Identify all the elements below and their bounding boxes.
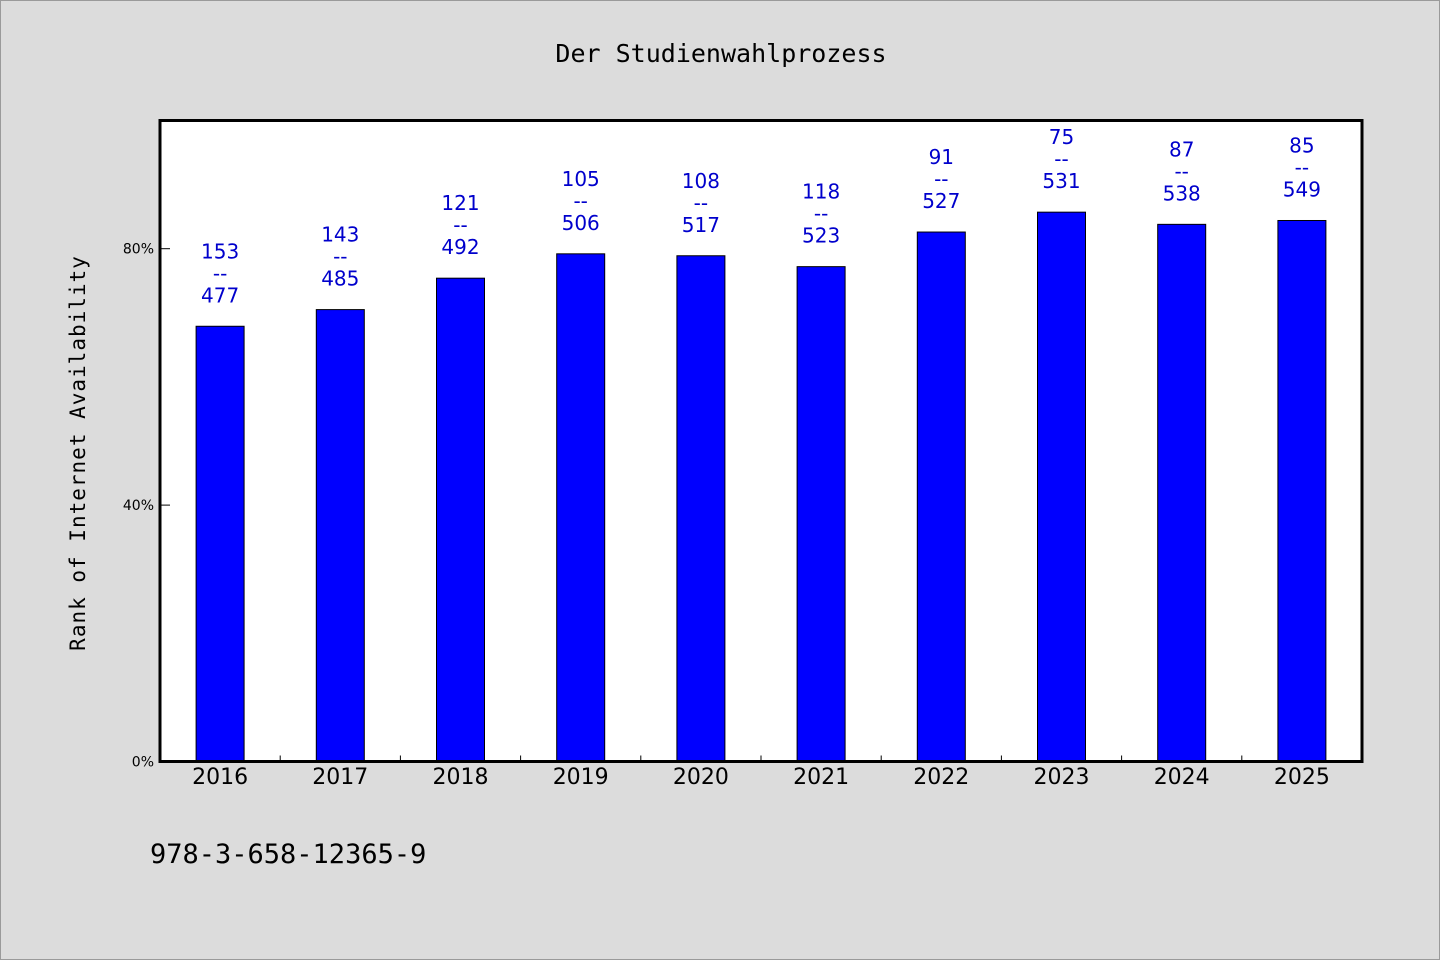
bar-2023 (1037, 211, 1086, 762)
x-tick-label-2024: 2024 (1154, 765, 1210, 790)
data-label-rank-2016: 153 (201, 239, 239, 263)
bar-2017 (315, 309, 365, 762)
data-label-total-2022: 527 (922, 189, 960, 213)
data-label-separator-2016: -- (213, 261, 227, 285)
data-label-rank-2024: 87 (1169, 137, 1194, 161)
data-label-separator-2017: -- (333, 245, 347, 269)
data-label-rank-2019: 105 (562, 167, 600, 191)
x-tick-label-2022: 2022 (913, 765, 969, 790)
x-axis: 2016 2017 2018 2019 2020 2021 2022 2023 2024 2025 (192, 755, 1330, 790)
data-label-rank-2025: 85 (1289, 133, 1314, 157)
data-label-total-2021: 523 (802, 224, 840, 248)
data-label-rank-2021: 118 (802, 180, 840, 204)
x-tick-label-2019: 2019 (553, 765, 609, 790)
data-label-separator-2020: -- (694, 191, 708, 215)
data-label-total-2018: 492 (441, 235, 479, 259)
bar-2022 (916, 231, 966, 762)
bars-group (195, 211, 1327, 763)
bar-2016 (195, 325, 245, 762)
data-label-separator-2024: -- (1174, 159, 1188, 183)
data-label-separator-2021: -- (814, 202, 828, 226)
bar-2018 (436, 277, 485, 762)
data-labels-group: 153--477143--485121--492105--506108--517… (201, 125, 1321, 307)
x-tick-label-2021: 2021 (793, 765, 849, 790)
data-label-total-2016: 477 (201, 283, 239, 307)
bar-2019 (556, 253, 606, 762)
x-tick-label-2023: 2023 (1034, 765, 1090, 790)
data-label-rank-2018: 121 (441, 191, 479, 215)
data-label-total-2017: 485 (321, 267, 359, 291)
data-label-separator-2023: -- (1054, 147, 1068, 171)
plot-border (158, 119, 1364, 763)
x-tick-label-2017: 2017 (312, 765, 368, 790)
isbn-text: 978-3-658-12365-9 (150, 839, 426, 870)
data-label-separator-2019: -- (573, 189, 587, 213)
bar-2021 (796, 266, 846, 762)
x-tick-label-2020: 2020 (673, 765, 729, 790)
data-label-total-2019: 506 (562, 211, 600, 235)
data-label-rank-2023: 75 (1049, 125, 1074, 149)
data-label-total-2024: 538 (1163, 181, 1201, 205)
x-tick-label-2018: 2018 (433, 765, 489, 790)
data-label-rank-2020: 108 (682, 169, 720, 193)
data-label-total-2025: 549 (1283, 177, 1321, 201)
x-tick-label-2016: 2016 (192, 765, 248, 790)
bar-2020 (676, 255, 726, 762)
chart-title: Der Studienwahlprozess (555, 39, 886, 68)
x-tick-label-2025: 2025 (1274, 765, 1330, 790)
y-tick-label: 40% (123, 498, 154, 514)
y-tick-label: 80% (123, 242, 154, 258)
y-tick-label: 0% (132, 755, 154, 771)
data-label-separator-2025: -- (1295, 155, 1309, 179)
data-label-separator-2022: -- (934, 167, 948, 191)
data-label-separator-2018: -- (453, 213, 467, 237)
bar-2024 (1157, 223, 1207, 763)
y-axis-label: Rank of Internet Availability (66, 255, 90, 651)
bar-2025 (1277, 219, 1327, 763)
data-label-rank-2017: 143 (321, 223, 359, 247)
data-label-rank-2022: 91 (929, 145, 954, 169)
data-label-total-2023: 531 (1042, 169, 1080, 193)
data-label-total-2020: 517 (682, 213, 720, 237)
